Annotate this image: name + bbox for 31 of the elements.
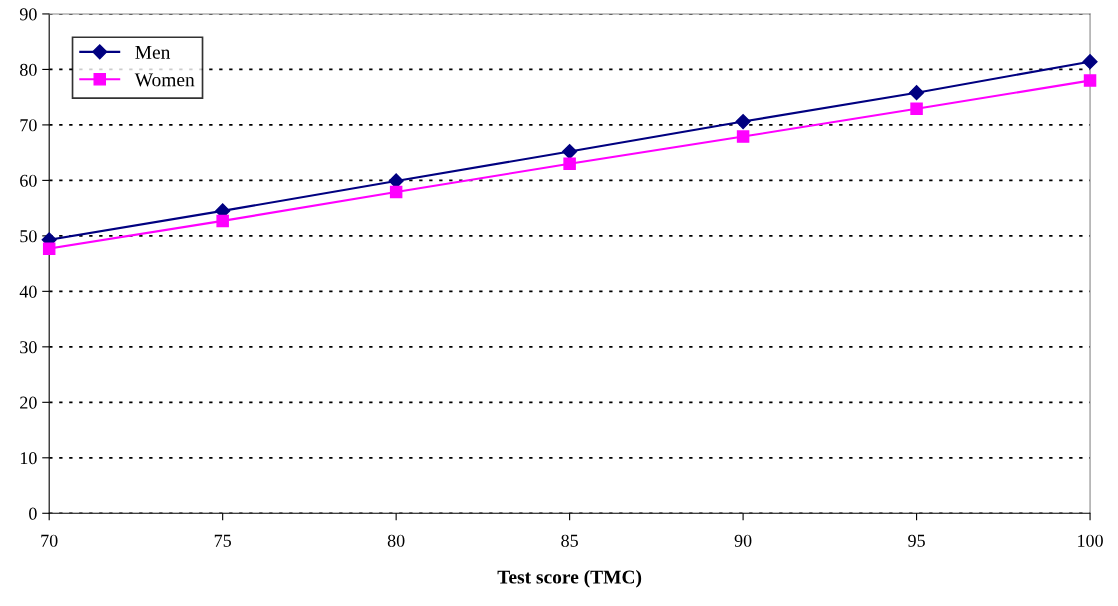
- point: [1082, 54, 1098, 70]
- point: [735, 114, 751, 130]
- point: [1083, 74, 1097, 87]
- legend-label: Women: [134, 73, 195, 87]
- point: [563, 157, 576, 170]
- y-tick-label: 50: [20, 230, 37, 243]
- y-tick-label: 90: [19, 8, 37, 21]
- x-tick-label: 100: [1078, 534, 1103, 547]
- x-tick-label: 85: [561, 534, 578, 547]
- legend-label: Men: [135, 45, 171, 59]
- y-tick-label: 30: [20, 341, 37, 354]
- y-tick-label: 40: [19, 285, 37, 298]
- point: [909, 85, 925, 101]
- point: [736, 130, 750, 143]
- y-tick-label: 60: [20, 174, 37, 187]
- point: [910, 102, 923, 116]
- y-tick-label: 10: [20, 452, 37, 465]
- point: [42, 242, 56, 255]
- x-tick-label: 95: [908, 534, 925, 547]
- y-tick-label: 20: [20, 396, 37, 409]
- point: [389, 185, 403, 199]
- y-tick-label: 0: [29, 507, 37, 520]
- y-tick-label: 80: [20, 63, 37, 76]
- x-tick-label: 80: [387, 534, 405, 547]
- x-tick-label: 70: [41, 534, 58, 547]
- x-axis-title: Test score (TMC): [497, 569, 642, 588]
- point: [562, 143, 578, 160]
- x-tick-label: 90: [734, 534, 752, 547]
- point: [216, 214, 229, 228]
- x-tick-label: 75: [214, 534, 231, 547]
- y-tick-label: 70: [20, 119, 37, 132]
